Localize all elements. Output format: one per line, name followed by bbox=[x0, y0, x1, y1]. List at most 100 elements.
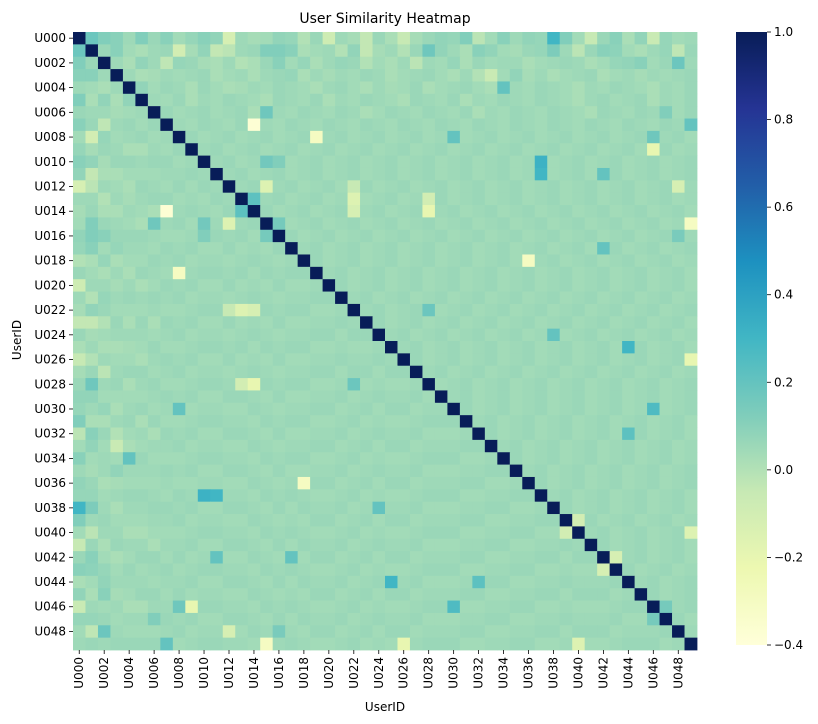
heatmap-cell bbox=[397, 205, 411, 218]
heatmap-cell bbox=[647, 415, 660, 428]
heatmap-cell bbox=[372, 316, 386, 330]
heatmap-cell bbox=[372, 32, 386, 45]
heatmap-cell bbox=[172, 538, 186, 552]
heatmap-cell bbox=[197, 155, 211, 169]
heatmap-cell bbox=[172, 180, 186, 194]
heatmap-cell bbox=[335, 538, 348, 552]
heatmap-cell bbox=[347, 180, 361, 194]
heatmap-cell bbox=[110, 130, 124, 144]
heatmap-cell bbox=[110, 390, 124, 404]
heatmap-cell bbox=[584, 514, 598, 527]
heatmap-cell bbox=[260, 390, 274, 404]
heatmap-cell bbox=[73, 526, 86, 540]
heatmap-cell bbox=[147, 501, 161, 515]
heatmap-cell bbox=[85, 81, 99, 95]
heatmap-cell bbox=[484, 93, 498, 107]
heatmap-cell bbox=[260, 266, 274, 280]
heatmap-cell bbox=[572, 365, 586, 379]
heatmap-cell bbox=[597, 378, 611, 391]
heatmap-cell bbox=[85, 279, 99, 292]
heatmap-cell bbox=[160, 143, 174, 156]
heatmap-cell bbox=[534, 56, 548, 70]
heatmap-cell bbox=[559, 452, 573, 465]
heatmap-cell bbox=[509, 266, 523, 280]
heatmap-cell bbox=[247, 328, 261, 342]
heatmap-cell bbox=[634, 563, 648, 577]
heatmap-cell bbox=[497, 69, 511, 82]
heatmap-cell bbox=[135, 229, 149, 243]
heatmap-cell bbox=[522, 464, 536, 478]
heatmap-cell bbox=[97, 563, 111, 577]
heatmap-cell bbox=[335, 464, 348, 478]
heatmap-cell bbox=[459, 378, 473, 391]
heatmap-cell bbox=[347, 501, 361, 515]
heatmap-cell bbox=[434, 439, 448, 453]
heatmap-cell bbox=[335, 637, 348, 651]
heatmap-cell bbox=[197, 341, 211, 354]
heatmap-cell bbox=[222, 167, 236, 181]
heatmap-cell bbox=[659, 365, 673, 379]
heatmap-cell bbox=[572, 588, 586, 601]
heatmap-cell bbox=[285, 489, 299, 503]
heatmap-cell bbox=[409, 415, 423, 428]
heatmap-cell bbox=[385, 600, 398, 614]
heatmap-cell bbox=[73, 612, 86, 626]
heatmap-cell bbox=[147, 612, 161, 626]
heatmap-cell bbox=[672, 316, 685, 330]
heatmap-cell bbox=[135, 551, 149, 564]
heatmap-cell bbox=[534, 279, 548, 292]
heatmap-cell bbox=[522, 365, 536, 379]
heatmap-cell bbox=[559, 106, 573, 119]
heatmap-cell bbox=[372, 390, 386, 404]
heatmap-cell bbox=[522, 229, 536, 243]
heatmap-cell bbox=[609, 106, 623, 119]
heatmap-cell bbox=[434, 489, 448, 503]
heatmap-cell bbox=[647, 464, 660, 478]
heatmap-cell bbox=[559, 192, 573, 206]
heatmap-cell bbox=[597, 303, 611, 317]
x-tick-label: U026 bbox=[397, 657, 411, 689]
heatmap-cell bbox=[534, 439, 548, 453]
heatmap-cell bbox=[122, 32, 136, 45]
heatmap-cell bbox=[385, 81, 398, 95]
heatmap-cell bbox=[647, 254, 660, 268]
heatmap-cell bbox=[235, 229, 249, 243]
heatmap-cell bbox=[160, 81, 174, 95]
heatmap-cell bbox=[659, 575, 673, 589]
heatmap-cell bbox=[310, 538, 323, 552]
heatmap-cell bbox=[260, 81, 274, 95]
heatmap-cell bbox=[360, 217, 373, 231]
heatmap-cell bbox=[584, 44, 598, 58]
y-tick-label: U034 bbox=[34, 451, 66, 465]
heatmap-cell bbox=[385, 390, 398, 404]
heatmap-cell bbox=[147, 353, 161, 367]
heatmap-cell bbox=[285, 180, 299, 194]
heatmap-cell bbox=[409, 266, 423, 280]
heatmap-cell bbox=[297, 452, 311, 465]
heatmap-cell bbox=[659, 464, 673, 478]
heatmap-cell bbox=[297, 44, 311, 58]
heatmap-cell bbox=[584, 390, 598, 404]
y-tick-label: U004 bbox=[34, 81, 66, 95]
heatmap-cell bbox=[260, 353, 274, 367]
heatmap-cell bbox=[534, 118, 548, 132]
heatmap-cell bbox=[459, 637, 473, 651]
heatmap-cell bbox=[110, 205, 124, 218]
heatmap-cell bbox=[409, 93, 423, 107]
heatmap-cell bbox=[509, 501, 523, 515]
heatmap-cell bbox=[260, 625, 274, 639]
heatmap-cell bbox=[385, 612, 398, 626]
heatmap-cell bbox=[659, 167, 673, 181]
heatmap-cell bbox=[634, 118, 648, 132]
heatmap-cell bbox=[534, 588, 548, 601]
heatmap-cell bbox=[160, 205, 174, 218]
heatmap-cell bbox=[622, 390, 635, 404]
heatmap-cell bbox=[172, 328, 186, 342]
heatmap-cell bbox=[73, 44, 86, 58]
heatmap-cell bbox=[622, 32, 635, 45]
heatmap-cell bbox=[210, 514, 224, 527]
heatmap-cell bbox=[85, 378, 99, 391]
heatmap-cell bbox=[147, 316, 161, 330]
heatmap-cell bbox=[484, 279, 498, 292]
heatmap-cell bbox=[597, 242, 611, 255]
